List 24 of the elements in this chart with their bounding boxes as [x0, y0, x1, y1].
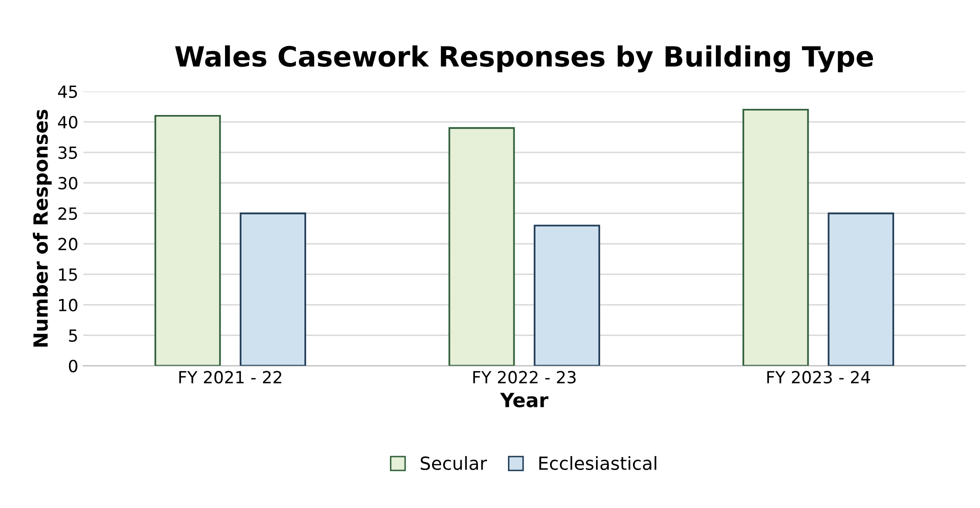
- y-tick-label: 30: [58, 176, 78, 190]
- y-axis-title: Number of Responses: [32, 110, 52, 347]
- y-tick-label: 0: [68, 360, 78, 372]
- y-tick-label: 15: [59, 268, 77, 281]
- x-axis-title: Year: [500, 392, 548, 408]
- y-tick-label: 5: [69, 329, 77, 342]
- bar: [534, 224, 600, 366]
- bar: [154, 114, 221, 366]
- y-tick-label: 40: [58, 116, 78, 128]
- bar: [742, 108, 809, 366]
- chart-title: Wales Casework Responses by Building Type: [175, 45, 873, 72]
- x-tick-label: FY 2022 - 23: [473, 370, 576, 384]
- y-tick-label: 20: [58, 238, 78, 250]
- legend-label: Ecclesiastical: [539, 456, 656, 470]
- y-tick-label: 45: [58, 86, 77, 98]
- x-tick-label: FY 2023 - 24: [767, 370, 870, 384]
- bar: [448, 127, 515, 366]
- x-tick-label: FY 2021 - 22: [179, 370, 282, 384]
- y-tick-label: 10: [59, 298, 78, 312]
- bar: [240, 212, 306, 366]
- legend-label: Secular: [420, 456, 487, 470]
- bar: [828, 212, 894, 366]
- y-tick-label: 35: [58, 146, 77, 159]
- y-tick-label: 25: [58, 207, 77, 220]
